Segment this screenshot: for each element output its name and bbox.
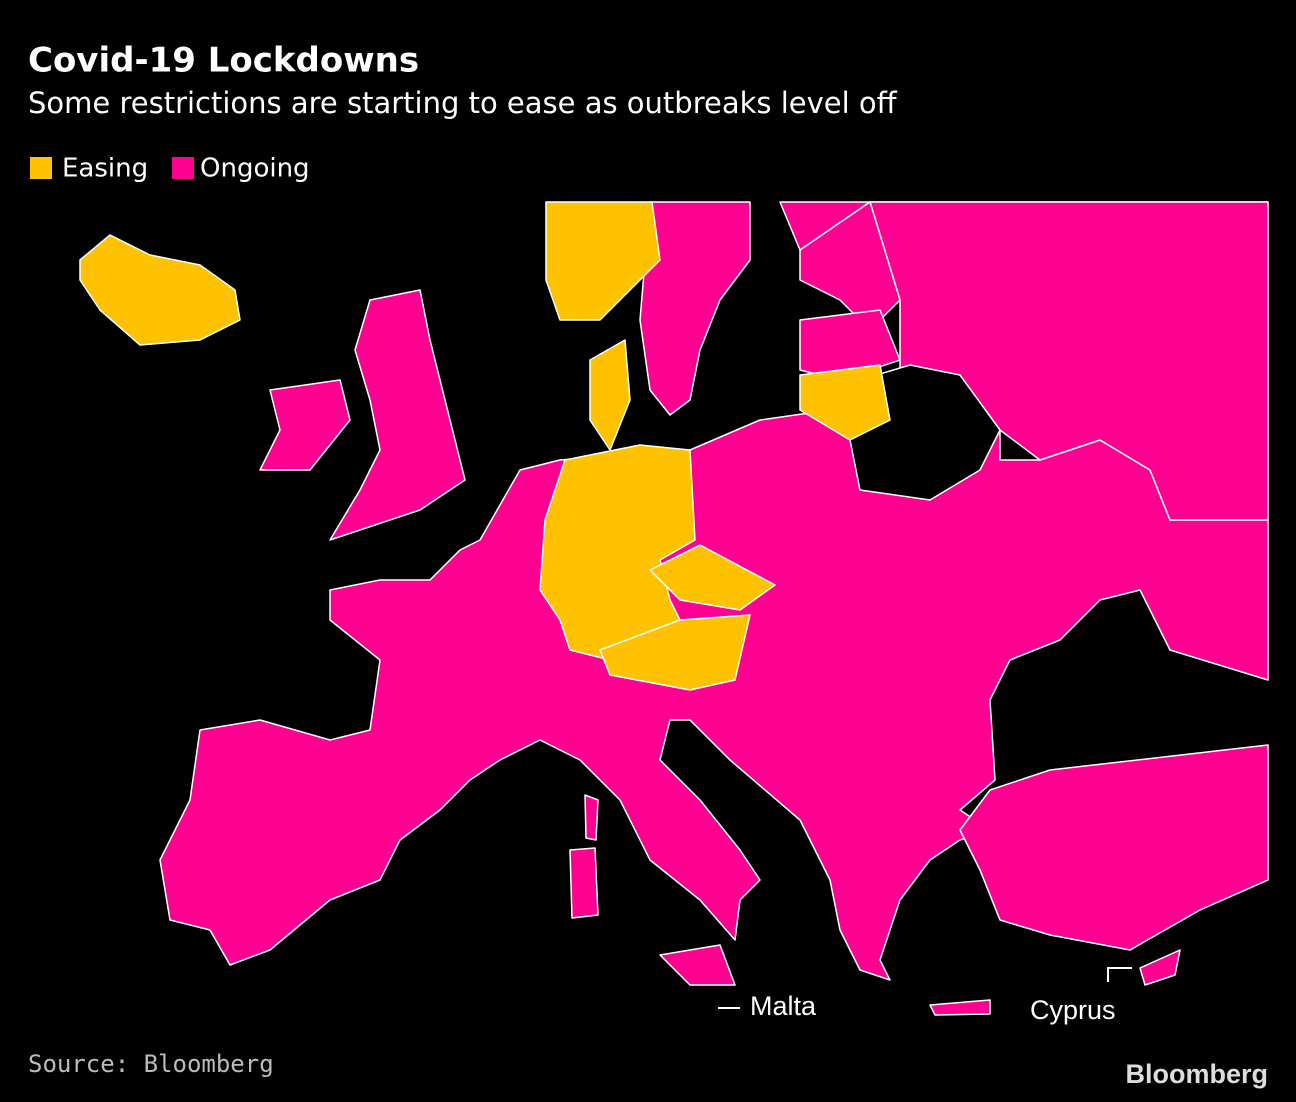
- legend-label: Easing: [62, 154, 148, 184]
- place-label: Malta: [750, 991, 817, 1021]
- region: [649, 544, 776, 611]
- region: [599, 614, 751, 691]
- logo: Bloomberg: [1125, 1059, 1268, 1089]
- place-label: Cyprus: [1030, 995, 1116, 1025]
- legend-swatch: [30, 157, 52, 179]
- region: [584, 794, 599, 841]
- title: Covid-19 Lockdowns: [28, 41, 419, 81]
- region: [959, 744, 1269, 951]
- region: [639, 201, 751, 416]
- region: [799, 364, 891, 441]
- region: [659, 944, 736, 986]
- region: [545, 201, 661, 321]
- legend-swatch: [172, 157, 194, 179]
- map: [79, 201, 1269, 1016]
- source: Source: Bloomberg: [28, 1050, 274, 1078]
- region: [329, 289, 466, 541]
- region: [569, 847, 599, 919]
- region: [929, 999, 991, 1016]
- region: [259, 379, 351, 471]
- legend-label: Ongoing: [200, 154, 310, 184]
- subtitle: Some restrictions are starting to ease a…: [28, 86, 898, 120]
- region: [849, 364, 1001, 501]
- region: [79, 234, 241, 346]
- region: [1139, 949, 1181, 986]
- region: [589, 339, 631, 451]
- leader-line: [1107, 967, 1132, 982]
